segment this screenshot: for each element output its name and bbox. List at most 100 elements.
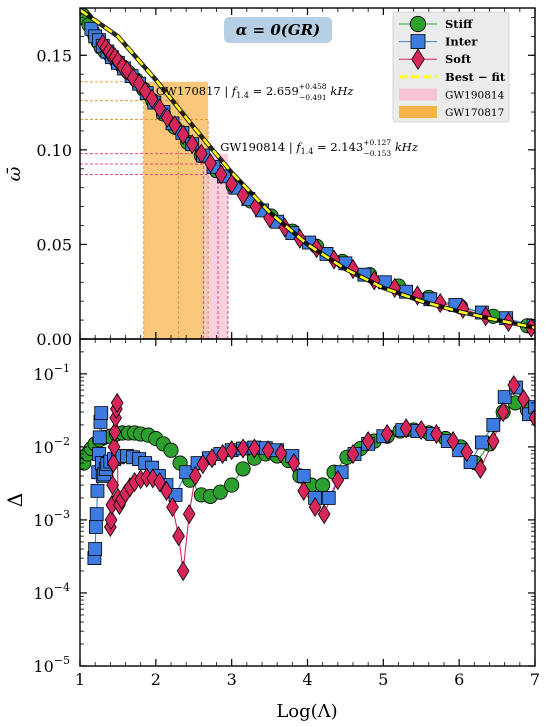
legend: Stiff Inter Soft Best − fit GW190814 GW170817 [392,11,510,123]
bottom-soft-point [317,504,331,525]
legend-soft-marker [411,48,425,71]
x-tick-label: 5 [378,670,388,689]
bottom-y-tick-label: 10−2 [33,435,70,457]
bottom-inter-point [89,520,103,534]
bottom-y-axis-label: Δ [3,493,27,507]
x-tick-label: 7 [530,670,540,689]
top-soft-point [214,164,228,185]
bottom-soft-point [297,480,311,501]
best-fit-line [80,8,535,329]
bottom-inter-point [88,542,103,556]
bottom-soft-point [430,423,443,445]
bottom-panel: 10−5 10−4 10−3 10−2 10−1 1 2 3 4 5 6 7 Δ Log(Λ) [3,338,540,722]
legend-gw190814-label: GW190814 [445,89,505,101]
bottom-soft-point [308,496,322,518]
bottom-soft-point [361,430,375,452]
x-tick-label: 1 [75,670,85,689]
top-soft-point [153,98,166,119]
bottom-inter-point [486,417,501,432]
gw170817-annotation: GW170817 | f1.4 = 2.659+0.458 −0.491 kHz [156,82,355,102]
bottom-inter-point [94,406,109,421]
top-soft-point [195,143,208,164]
bottom-soft-point [274,443,288,464]
bottom-stiff-point [235,461,251,477]
legend-gw170817-label: GW170817 [445,107,504,119]
gw190814-annotation: GW190814 | f1.4 = 2.143+0.127 −0.153 kHz [220,138,419,158]
gw-annotations: GW170817 | f1.4 = 2.659+0.458 −0.491 kHz G… [156,82,419,158]
legend-gw170817-swatch [399,106,437,118]
legend-stiff-label: Stiff [445,17,474,31]
bottom-soft-point [153,471,166,493]
bottom-soft-point [496,401,510,423]
bottom-soft-point [248,438,261,459]
bottom-soft-point [188,465,202,487]
x-tick-label: 4 [302,670,312,689]
legend-fit-label: Best − fit [445,70,506,84]
legend-gw190814-swatch [399,88,437,101]
bottom-soft-point [474,458,487,479]
top-y-tick-label: 0.05 [36,235,72,254]
bottom-x-ticks: 1 2 3 4 5 6 7 [75,339,540,689]
bottom-soft-point [331,470,345,491]
bottom-soft-point [236,438,250,459]
legend-soft-label: Soft [445,52,472,66]
bottom-y-ticks: 10−5 10−4 10−3 10−2 10−1 [33,351,535,676]
top-series [80,8,535,338]
bottom-soft-point [108,421,122,443]
bottom-soft-point [261,440,275,461]
bottom-soft-point [346,443,360,465]
top-soft-point [388,277,402,299]
title-badge: α = 0(GR) [224,17,332,43]
legend-inter-label: Inter [445,35,478,49]
legend-inter-marker [410,34,426,49]
bottom-inter-point [475,435,489,450]
bottom-y-tick-label: 10−5 [33,654,70,676]
top-soft-point [225,173,238,195]
bottom-soft-point [176,560,190,582]
bottom-soft-point [205,448,219,469]
x-tick-label: 2 [151,670,161,689]
top-soft-point [204,152,217,174]
bottom-stiff-point [224,477,240,493]
bottom-soft-point [160,480,173,501]
bottom-y-tick-label: 10−1 [33,362,70,384]
bottom-inter-point [89,507,104,522]
legend-stiff-marker [409,15,427,33]
top-soft-point [176,124,190,145]
top-soft-point [185,134,199,155]
bottom-soft-point [287,452,301,474]
bottom-soft-point [380,423,394,445]
top-soft-point [160,107,174,128]
bottom-soft-point [110,392,124,414]
bottom-inter-point [321,491,336,505]
bottom-plot-frame [79,338,536,667]
top-panel: GW170817 | f1.4 = 2.659+0.458 −0.491 kHz G… [4,7,536,349]
bottom-stiff-point [163,442,179,458]
bottom-soft-point [528,407,535,428]
top-y-ticks: 0.00 0.05 0.10 0.15 [36,8,536,349]
top-y-tick-label: 0.10 [36,141,72,160]
bottom-inter-point [296,469,311,483]
bottom-soft-point [399,418,413,439]
bottom-soft-point [166,496,179,518]
bottom-soft-point [460,441,474,463]
bottom-inter-point [90,483,105,498]
bottom-soft-point [225,440,238,461]
bottom-soft-point [414,419,428,441]
bottom-soft-point [486,430,500,452]
gw190814-band [203,153,228,339]
bottom-stiff-point [315,477,331,493]
bottom-y-tick-label: 10−3 [33,508,70,530]
top-soft-point [145,88,159,109]
bottom-soft-point [172,526,185,547]
title-badge-text: α = 0(GR) [236,21,320,39]
bottom-stiff-point [212,484,228,500]
top-soft-point [168,115,182,136]
top-y-axis-label: ω̄ [4,166,25,181]
bottom-soft-point [196,454,210,475]
bottom-soft-point [107,436,121,458]
bottom-inter-point [528,400,535,415]
top-y-tick-label: 0.00 [36,330,72,349]
bottom-soft-point [182,504,196,525]
